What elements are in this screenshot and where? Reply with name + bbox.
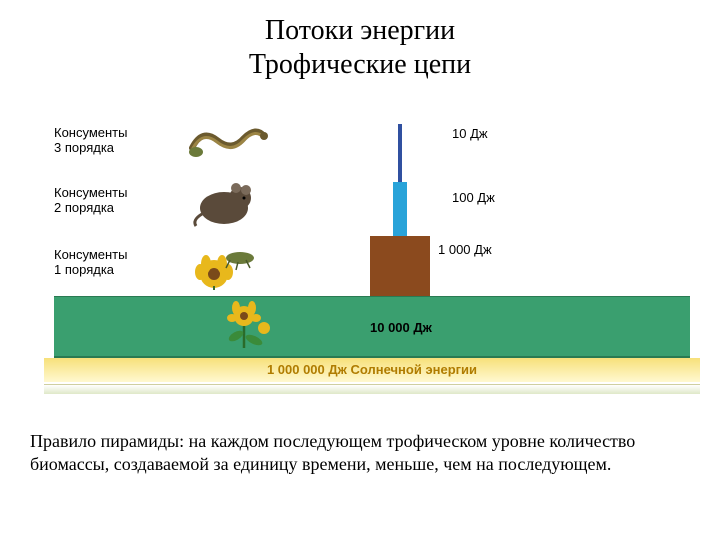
pyramid-rule-text: Правило пирамиды: на каждом последующем … [30,430,690,475]
organism-mouse-icon [190,176,264,228]
label-text: Консументы [54,247,127,262]
sun-energy-band: 1 000 000 Дж Солнечной энергии [44,358,700,382]
label-text: Консументы [54,125,127,140]
level-label-c1: Консументы 1 порядка [54,248,127,278]
label-text: 1 порядка [54,262,114,277]
label-text: 2 порядка [54,200,114,215]
level-row-c3: Консументы 3 порядка [0,110,720,170]
bar-c3 [398,124,402,182]
decorative-underbar [44,384,700,394]
bar-c1 [370,236,430,296]
title-line-1: Потоки энергии [0,14,720,48]
energy-pyramid-diagram: Консументы 3 порядка Консументы 2 порядк… [0,110,720,430]
label-text: 3 порядка [54,140,114,155]
organism-snake-icon [182,118,272,162]
sun-energy-text: 1 000 000 Дж Солнечной энергии [267,362,477,377]
energy-label-c3: 10 Дж [452,126,488,141]
level-label-c2: Консументы 2 порядка [54,186,127,216]
title-line-2: Трофические цепи [0,48,720,82]
level-row-c1: Консументы 1 порядка [0,232,720,292]
energy-label-c1: 1 000 Дж [438,242,492,257]
energy-label-c2: 100 Дж [452,190,495,205]
organism-plant-icon [220,298,280,352]
label-text: Консументы [54,185,127,200]
rule-text: Правило пирамиды: на каждом последующем … [30,431,635,474]
title-block: Потоки энергии Трофические цепи [0,0,720,81]
energy-label-producers: 10 000 Дж [370,320,432,335]
level-label-c3: Консументы 3 порядка [54,126,127,156]
bar-c2 [393,182,407,236]
organism-grasshopper-icon [190,238,264,290]
level-row-c2: Консументы 2 порядка [0,172,720,230]
